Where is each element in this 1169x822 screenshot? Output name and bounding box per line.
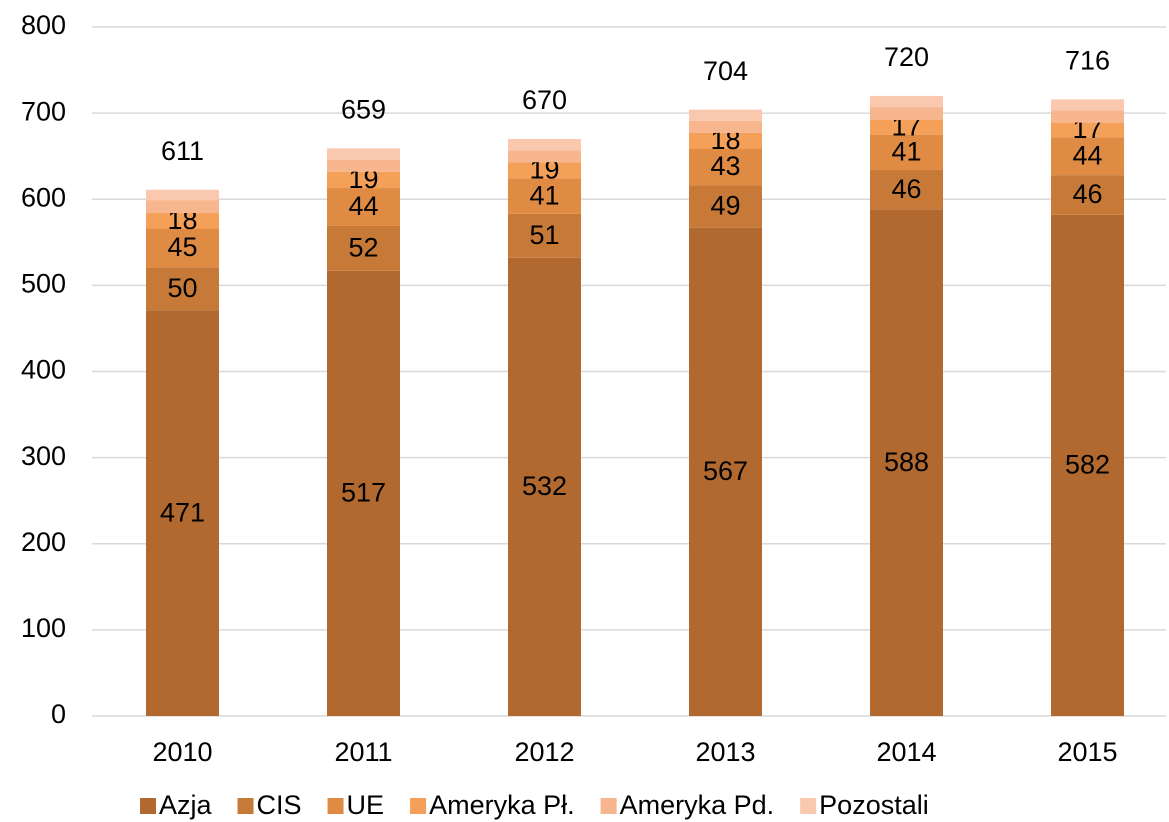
bar-segment (689, 185, 762, 228)
legend-swatch (327, 798, 344, 814)
data-label: 52 (348, 232, 378, 262)
bar-segment (146, 213, 219, 229)
data-label: 567 (703, 456, 748, 486)
data-label: 532 (522, 471, 567, 501)
total-label: 720 (884, 42, 929, 72)
legend-label: Ameryka Pł. (429, 790, 575, 820)
bar-segment (327, 148, 400, 160)
bar-segment (146, 228, 219, 268)
total-label: 716 (1065, 45, 1110, 75)
data-label: 517 (341, 477, 386, 507)
data-label: 45 (167, 232, 197, 262)
total-label: 659 (341, 95, 386, 125)
bar-segment (689, 227, 762, 716)
data-label: 41 (529, 180, 559, 210)
data-label: 471 (160, 497, 205, 527)
legend-label: Azja (159, 790, 213, 820)
legend-swatch (600, 798, 617, 814)
bar-segment (1051, 99, 1124, 111)
bar-segment (327, 225, 400, 271)
bar-segment (146, 189, 219, 201)
bar-segment (327, 188, 400, 226)
bar-segment (508, 138, 581, 151)
data-label: 46 (891, 174, 921, 204)
data-label: 43 (710, 151, 740, 181)
bar-segment (870, 120, 943, 135)
x-tick-label: 2013 (695, 737, 755, 767)
bar-segment (327, 171, 400, 189)
legend-label: Ameryka Pd. (620, 790, 775, 820)
legend-swatch (140, 798, 156, 814)
bar-segment (870, 134, 943, 170)
bar-segment (1051, 175, 1124, 215)
y-tick-label: 100 (21, 613, 66, 643)
bar-segment (508, 150, 581, 163)
data-label: 582 (1065, 450, 1110, 480)
data-label: 50 (167, 273, 197, 303)
bar-segment (146, 267, 219, 311)
bar-segment (870, 95, 943, 108)
legend-label: CIS (257, 790, 302, 820)
bar-segment (870, 169, 943, 210)
y-tick-label: 0 (51, 699, 66, 729)
data-label: 51 (529, 220, 559, 250)
data-label: 49 (710, 191, 740, 221)
total-label: 611 (161, 136, 204, 166)
y-tick-label: 700 (21, 96, 66, 126)
x-tick-label: 2011 (334, 737, 392, 767)
data-label: 588 (884, 447, 929, 477)
bar-segment (689, 148, 762, 186)
legend-swatch (800, 798, 817, 814)
data-label: 46 (1072, 179, 1102, 209)
x-tick-label: 2012 (514, 737, 574, 767)
y-tick-label: 500 (21, 269, 66, 299)
bar-segment (146, 200, 219, 214)
y-tick-label: 300 (21, 441, 66, 471)
y-tick-label: 600 (21, 182, 66, 212)
bar-segment (508, 257, 581, 716)
bar-segment (1051, 110, 1124, 123)
data-label: 44 (1072, 140, 1102, 170)
bar-segment (870, 209, 943, 716)
data-label: 44 (348, 191, 378, 221)
bar-segment (327, 159, 400, 172)
bar-segment (689, 120, 762, 133)
bar-segment (689, 132, 762, 149)
bar-segment (689, 109, 762, 121)
bar-segment (508, 178, 581, 214)
data-label: 41 (891, 136, 921, 166)
total-label: 670 (522, 85, 567, 115)
legend-swatch (237, 798, 254, 814)
bar-segment (870, 107, 943, 121)
bar-segment (1051, 214, 1124, 716)
bar-segment (327, 270, 400, 716)
legend-label: Pozostali (819, 790, 929, 820)
x-tick-label: 2015 (1057, 737, 1117, 767)
bar-segment (508, 162, 581, 179)
bar-segment (1051, 137, 1124, 176)
bar-segment (146, 310, 219, 716)
bar-segment (1051, 122, 1124, 138)
y-tick-label: 400 (21, 355, 66, 385)
x-tick-label: 2014 (876, 737, 936, 767)
x-tick-label: 2010 (152, 737, 212, 767)
y-tick-label: 800 (21, 10, 66, 40)
y-tick-label: 200 (21, 527, 66, 557)
legend-swatch (410, 798, 427, 814)
total-label: 704 (703, 56, 748, 86)
bar-segment (508, 213, 581, 258)
legend-label: UE (347, 790, 385, 820)
